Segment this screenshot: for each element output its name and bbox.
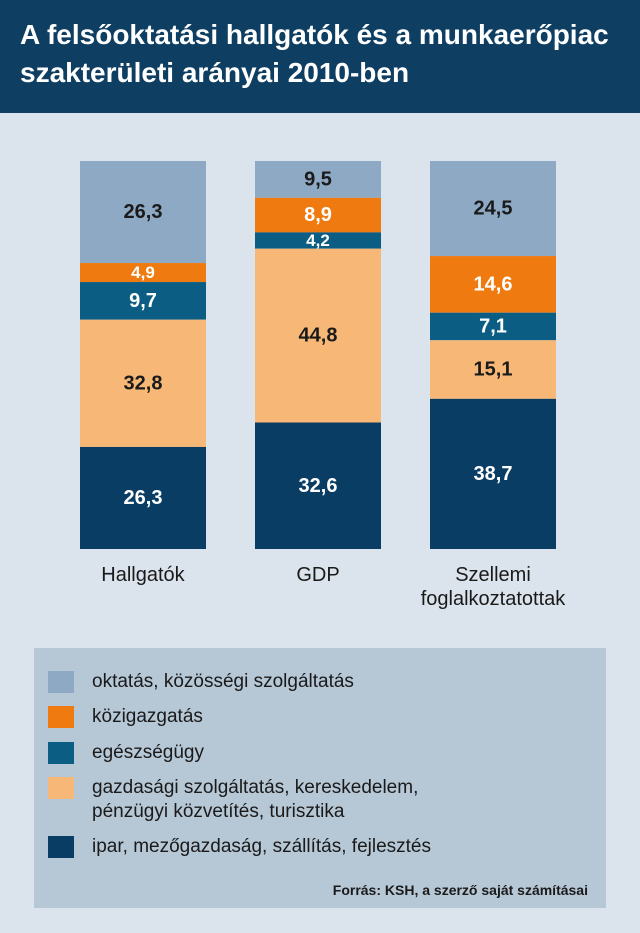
- data-label-3-1: 24,5: [474, 198, 513, 220]
- bar-segment-2-5: [255, 422, 381, 549]
- legend-swatch-3: [48, 742, 74, 764]
- legend-label-4: gazdasági szolgáltatás, kereskedelem, pén…: [92, 776, 592, 824]
- category-label-2-line-1: GDP: [296, 564, 340, 586]
- bar-segment-2-2: [255, 197, 381, 233]
- legend-swatch-1: [48, 671, 74, 693]
- legend-label-2-line-1: közigazgatás: [92, 706, 203, 727]
- chart-title-line-2: szakterületi arányai 2010-ben: [20, 57, 410, 88]
- bar-segment-1-4: [80, 319, 206, 447]
- data-label-1-4: 32,8: [124, 372, 163, 394]
- data-label-2-3: 4,2: [306, 231, 330, 250]
- data-label-1-1: 26,3: [124, 201, 163, 223]
- chart-title-line-1: A felsőoktatási hallgatók és a munkaerőp…: [20, 19, 609, 50]
- data-label-3-3: 7,1: [479, 315, 507, 337]
- legend-label-5: ipar, mezőgazdaság, szállítás, fejleszté…: [92, 835, 592, 859]
- bar-segment-1-3: [80, 282, 206, 320]
- category-label-3: Szellemi foglalkoztatottak: [393, 563, 593, 611]
- data-label-1-5: 26,3: [124, 487, 163, 509]
- chart-title: A felsőoktatási hallgatók és a munkaerőp…: [0, 0, 640, 113]
- bar-segment-3-3: [430, 312, 556, 341]
- bar-segment-1-2: [80, 263, 206, 283]
- data-label-1-3: 9,7: [129, 290, 157, 312]
- category-label-3-line-1: Szellemi: [455, 564, 531, 586]
- legend-label-3: egészségügy: [92, 741, 592, 765]
- bar-segment-1-5: [80, 446, 206, 549]
- stacked-bar-chart: 26,3 4,9 9,7 32,8 26,3 9,5 8,9 4,2 44,8 32,6 24,5 1…: [80, 161, 556, 549]
- bar-segment-3-4: [430, 340, 556, 399]
- legend-label-3-line-1: egészségügy: [92, 742, 204, 763]
- legend-swatch-4: [48, 777, 74, 799]
- legend-label-1-line-1: oktatás, közösségi szolgáltatás: [92, 671, 354, 692]
- category-label-1: Hallgatók: [43, 563, 243, 587]
- legend-label-1: oktatás, közösségi szolgáltatás: [92, 670, 592, 694]
- category-label-2: GDP: [218, 563, 418, 587]
- data-label-1-2: 4,9: [131, 263, 155, 282]
- bar-segment-2-3: [255, 232, 381, 249]
- legend-label-4-line-1: gazdasági szolgáltatás, kereskedelem,: [92, 777, 419, 798]
- bar-segment-3-5: [430, 398, 556, 549]
- source-note: Forrás: KSH, a szerző saját számításai: [332, 882, 588, 898]
- data-label-3-2: 14,6: [474, 273, 513, 295]
- data-label-2-5: 32,6: [299, 475, 338, 497]
- bar-segment-2-4: [255, 248, 381, 423]
- legend-swatch-2: [48, 706, 74, 728]
- data-label-3-4: 15,1: [474, 359, 513, 381]
- legend-label-5-line-1: ipar, mezőgazdaság, szállítás, fejleszté…: [92, 836, 432, 857]
- data-label-2-4: 44,8: [299, 325, 338, 347]
- category-label-3-line-2: foglalkoztatottak: [420, 588, 566, 610]
- bar-segment-2-1: [255, 161, 381, 198]
- legend-label-4-line-2: pénzügyi közvetítés, turisztika: [92, 801, 345, 822]
- legend-label-2: közigazgatás: [92, 705, 592, 729]
- data-label-2-2: 8,9: [304, 204, 332, 226]
- bar-segment-3-2: [430, 256, 556, 313]
- bar-segment-3-1: [430, 161, 556, 257]
- category-label-1-line-1: Hallgatók: [101, 564, 185, 586]
- bar-segment-1-1: [80, 161, 206, 264]
- legend: Forrás: KSH, a szerző saját számításai o…: [34, 648, 606, 908]
- data-label-3-5: 38,7: [474, 463, 513, 485]
- legend-swatch-5: [48, 836, 74, 858]
- data-label-2-1: 9,5: [304, 168, 332, 190]
